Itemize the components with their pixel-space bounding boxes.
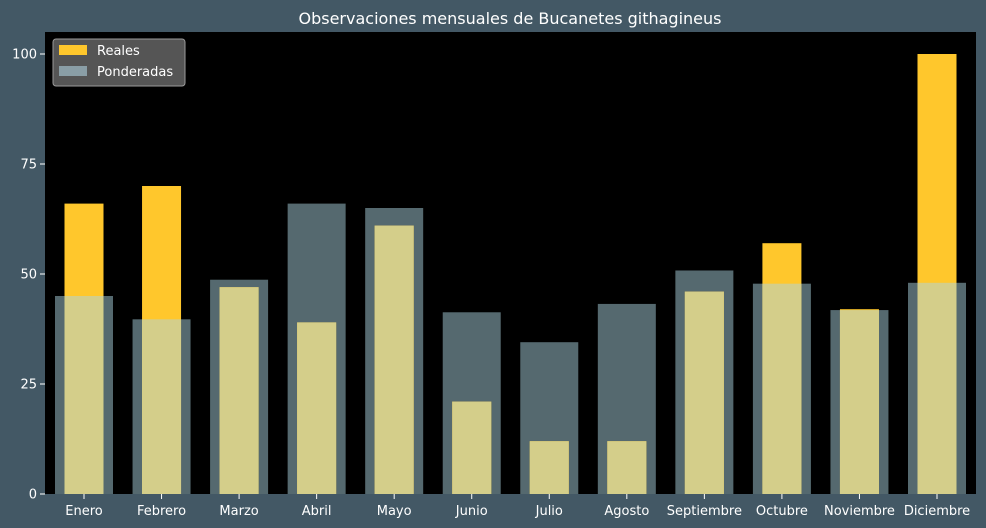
bar-overlap-junio	[452, 401, 492, 494]
legend-label-reales: Reales	[97, 44, 140, 59]
x-tick-label-enero: Enero	[65, 504, 103, 519]
bar-overlap-marzo	[219, 287, 259, 494]
x-tick-label-septiembre: Septiembre	[667, 504, 742, 519]
x-tick-label-octubre: Octubre	[756, 504, 808, 519]
legend-swatch-ponderadas	[59, 66, 87, 76]
y-tick-label: 25	[20, 378, 37, 393]
y-tick-label: 100	[12, 48, 37, 63]
x-tick-label-marzo: Marzo	[219, 504, 258, 519]
x-tick-label-junio: Junio	[455, 504, 488, 519]
bar-overlap-julio	[529, 441, 569, 494]
bar-overlap-octubre	[762, 283, 802, 494]
axes: 0 25 50 75 100 Enero Febrero Marzo Abril Mayo Juni…	[12, 48, 970, 520]
y-tick-label: 50	[20, 268, 37, 283]
x-tick-label-abril: Abril	[302, 504, 332, 519]
x-tick-label-diciembre: Diciembre	[904, 504, 970, 519]
x-tick-label-noviembre: Noviembre	[824, 504, 895, 519]
bar-overlap-mayo	[374, 225, 414, 494]
legend-swatch-reales	[59, 45, 87, 55]
bar-overlap-noviembre	[839, 310, 879, 494]
x-tick-label-mayo: Mayo	[377, 504, 412, 519]
bar-overlap-agosto	[607, 441, 647, 494]
bar-overlap-enero	[64, 296, 104, 494]
series-overlap	[64, 225, 957, 494]
chart-title: Observaciones mensuales de Bucanetes git…	[299, 9, 722, 28]
bar-overlap-septiembre	[684, 291, 724, 494]
plot-area	[45, 32, 976, 494]
legend: Reales Ponderadas	[52, 38, 186, 87]
x-tick-label-agosto: Agosto	[604, 504, 649, 519]
legend-label-ponderadas: Ponderadas	[97, 65, 173, 80]
bar-overlap-abril	[297, 322, 337, 494]
x-tick-label-julio: Julio	[535, 504, 563, 519]
bar-overlap-febrero	[142, 319, 182, 494]
x-tick-label-febrero: Febrero	[137, 504, 186, 519]
y-tick-label: 75	[20, 158, 37, 173]
bar-overlap-diciembre	[917, 282, 957, 494]
y-tick-label: 0	[29, 488, 37, 503]
